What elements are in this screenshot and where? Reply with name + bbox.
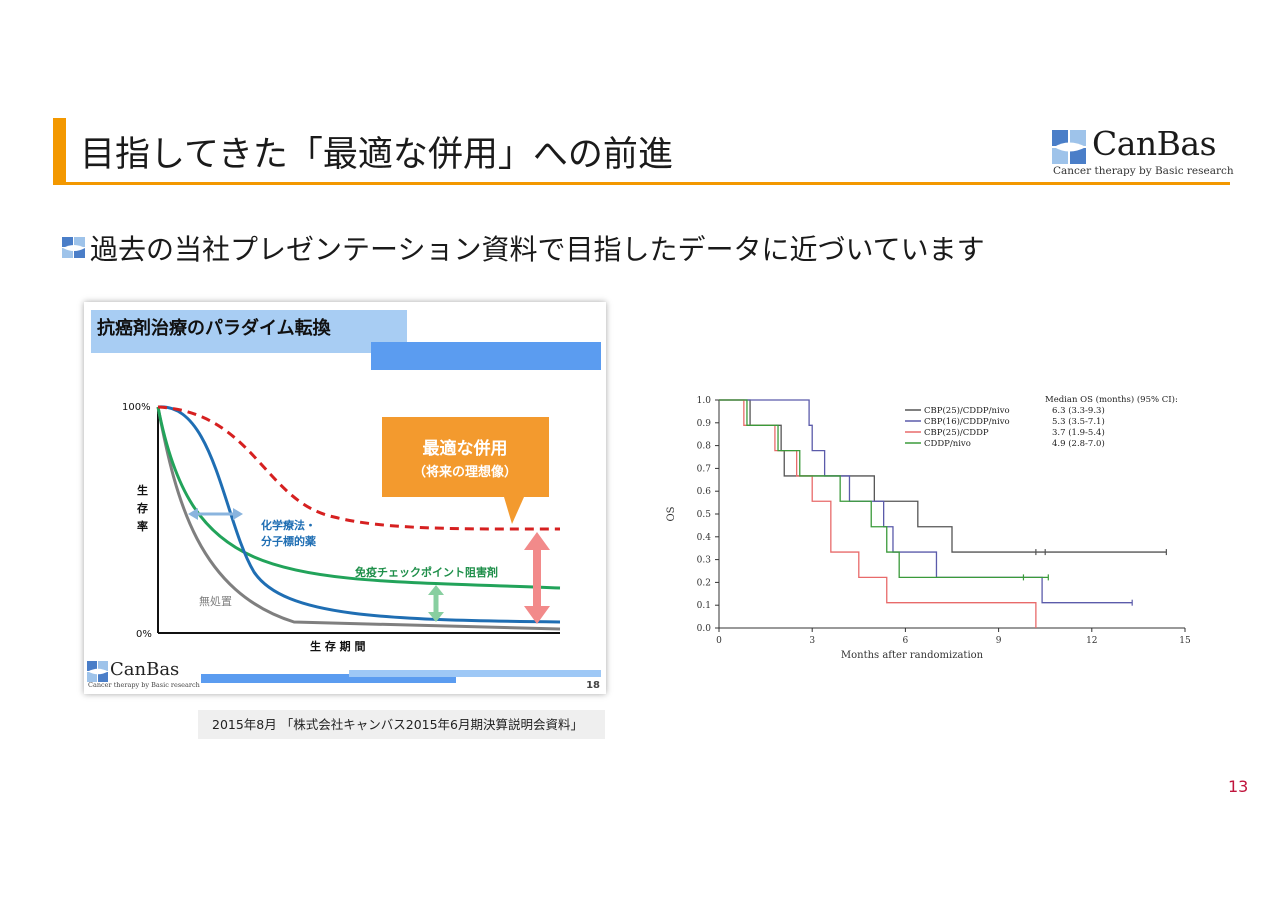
callout-main: 最適な併用 [423, 438, 508, 459]
km-legend-name: CDDP/nivo [924, 439, 971, 449]
curve-optimal [157, 405, 561, 531]
bullet-text: 過去の当社プレゼンテーション資料で目指したデータに近づいています [90, 233, 985, 266]
x-axis-label: 生 存 期 間 [310, 639, 366, 653]
slide-logo-name: CanBas [110, 659, 180, 680]
km-x-tick-label: 3 [809, 636, 815, 646]
km-x-tick-label: 9 [996, 636, 1002, 646]
km-y-tick-label: 0.9 [697, 419, 712, 429]
km-series-line [719, 399, 1049, 579]
km-y-tick-label: 0.3 [697, 556, 712, 566]
shift-arrow-horizontal [188, 508, 243, 520]
km-y-tick-label: 0.4 [697, 533, 712, 543]
slide-title-band [91, 310, 407, 353]
kaplan-meier-chart: 0.0 0.1 0.2 0.3 0.4 0.5 0.6 0.7 0.8 0.9 1.0 0 3 6 9 12 1… [666, 394, 1191, 661]
km-y-tick-label: 0.5 [697, 510, 712, 520]
km-y-tick-label: 0.7 [697, 464, 712, 474]
km-x-tick-label: 15 [1179, 636, 1191, 646]
logo-tagline: Cancer therapy by Basic research [1053, 165, 1234, 177]
slide-title: 抗癌剤治療のパラダイム転換 [97, 318, 331, 339]
title-accent-bar [53, 118, 66, 184]
label-untreated: 無処置 [199, 594, 232, 608]
km-legend-median: 5.3 (3.5-7.1) [1052, 416, 1105, 427]
km-x-tick-label: 12 [1086, 636, 1097, 646]
slide-footer-bar-dark [201, 674, 456, 683]
page-title: 目指してきた「最適な併用」への前進 [80, 135, 673, 175]
y-top-label: 100% [122, 402, 151, 413]
km-legend-name: CBP(25)/CDDP [924, 427, 989, 438]
slide-caption: 2015年8月 「株式会社キャンバス2015年6月期決算説明会資料」 [198, 710, 605, 739]
km-y-tick-label: 0.1 [697, 601, 711, 611]
km-legend-name: CBP(16)/CDDP/nivo [924, 416, 1010, 427]
km-series-group [719, 399, 1167, 628]
survival-concept-diagram: 100% 0% 生 存 期 間 生 存 率 最適 [122, 402, 601, 683]
y-axis-label-2: 存 [137, 501, 148, 515]
shift-arrow-green [428, 585, 444, 622]
callout-sub: （将来の理想像） [413, 464, 517, 480]
km-x-axis-label: Months after randomization [841, 650, 984, 661]
km-legend-median: 6.3 (3.3-9.3) [1052, 405, 1105, 416]
km-y-axis-label: OS [666, 506, 677, 521]
label-chemo-1: 化学療法・ [261, 518, 316, 532]
km-legend-name: CBP(25)/CDDP/nivo [924, 405, 1010, 416]
km-legend-median: 3.7 (1.9-5.4) [1052, 427, 1105, 438]
callout-optimal: 最適な併用 （将来の理想像） [382, 417, 549, 524]
km-y-tick-label: 0.6 [697, 487, 712, 497]
km-y-tick-label: 0.2 [697, 578, 711, 588]
logo-name: CanBas [1092, 124, 1217, 163]
past-slide-thumbnail: 抗癌剤治療のパラダイム転換 100% 0% 生 存 期 間 生 存 率 [84, 302, 606, 694]
shift-arrow-red [524, 532, 550, 624]
label-checkpoint: 免疫チェックポイント阻害剤 [355, 565, 498, 579]
curve-checkpoint [156, 406, 561, 590]
page-number: 13 [1228, 777, 1249, 796]
km-x-tick-label: 0 [716, 636, 722, 646]
curve-chemo [157, 405, 561, 624]
km-y-tick-label: 0.0 [697, 624, 712, 634]
slide-page-number: 18 [586, 680, 600, 691]
canbas-logo: CanBas Cancer therapy by Basic research [1052, 124, 1234, 180]
label-chemo-2: 分子標的薬 [261, 534, 317, 548]
slide-footer-bar-light [349, 670, 601, 677]
bullet-point: 過去の当社プレゼンテーション資料で目指したデータに近づいています [62, 228, 985, 268]
y-axis-label-1: 生 [137, 483, 148, 497]
y-bottom-label: 0% [136, 629, 152, 640]
slide-logo-mark-icon [87, 661, 108, 682]
bullet-icon [62, 237, 85, 258]
slide-title-accent [371, 342, 601, 370]
slide-logo-tagline: Cancer therapy by Basic research [88, 681, 200, 689]
title-underline [53, 182, 1230, 185]
km-y-tick-label: 1.0 [697, 396, 712, 406]
km-axes: 0.0 0.1 0.2 0.3 0.4 0.5 0.6 0.7 0.8 0.9 1.0 0 3 6 9 12 1… [666, 396, 1191, 661]
y-axis-label-3: 率 [137, 519, 148, 533]
km-legend-title: Median OS (months) (95% CI): [1045, 394, 1178, 405]
km-legend-median: 4.9 (2.8-7.0) [1052, 438, 1105, 449]
km-legend: Median OS (months) (95% CI): CBP(25)/CDDP… [905, 394, 1178, 449]
km-y-tick-label: 0.8 [697, 442, 712, 452]
km-x-tick-label: 6 [903, 636, 909, 646]
canbas-logo-mark-icon [1052, 130, 1086, 164]
slide-canbas-logo: CanBas Cancer therapy by Basic research [87, 659, 200, 690]
